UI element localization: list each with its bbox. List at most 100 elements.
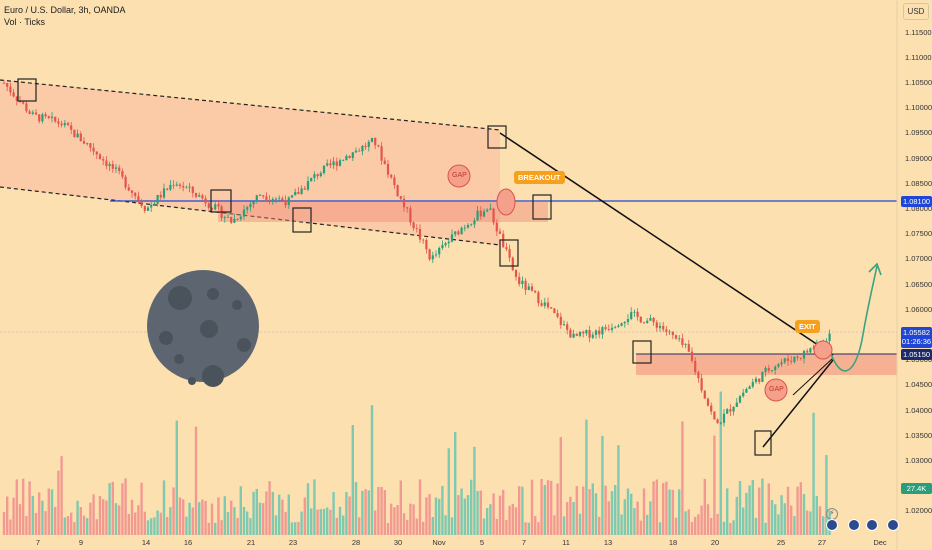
candle-body — [726, 409, 729, 414]
volume-bar — [575, 486, 578, 535]
candle-body — [479, 210, 482, 217]
candle-body — [326, 163, 329, 166]
event-icon[interactable] — [848, 519, 860, 531]
volume-bar — [770, 500, 774, 535]
us-flag-icon[interactable] — [887, 519, 899, 531]
volume-bar — [134, 512, 137, 535]
candle-body — [444, 243, 447, 246]
candle-body — [73, 129, 76, 138]
volume-bar — [265, 491, 268, 535]
candle-body — [166, 188, 169, 190]
candle-body — [508, 249, 511, 258]
volume-bar — [649, 501, 652, 535]
candle-body — [684, 344, 687, 345]
highlight-box — [292, 207, 312, 233]
volume-bar — [690, 521, 694, 535]
volume-bar — [233, 507, 236, 535]
candle-body — [60, 123, 63, 126]
volume-bar — [818, 506, 822, 535]
volume-bar — [636, 501, 639, 535]
volume-bar — [502, 489, 505, 535]
volume-bar — [518, 486, 521, 535]
volume-bar — [783, 503, 786, 535]
candle-body — [322, 165, 326, 174]
level-price-tag: 1.08100 — [901, 196, 932, 207]
candle-body — [415, 228, 418, 229]
volume-bar — [735, 496, 738, 535]
volume-bar — [105, 500, 108, 535]
volume-bar — [623, 499, 626, 535]
volume-bar — [665, 481, 668, 535]
price-tick-label: 1.07000 — [905, 254, 932, 264]
us-flag-icon[interactable] — [826, 519, 838, 531]
volume-bar — [550, 480, 553, 535]
volume-bar — [249, 518, 252, 535]
volume-bar — [338, 506, 342, 535]
volume-bar — [191, 507, 194, 535]
volume-bar — [809, 511, 812, 535]
currency-selector[interactable]: USD — [903, 3, 929, 20]
candle-body — [105, 160, 108, 167]
highlight-boxes — [17, 78, 772, 456]
candle-body — [511, 257, 514, 271]
volume-bar — [364, 489, 367, 535]
volume-bar — [505, 519, 508, 535]
candle-body — [86, 143, 89, 144]
candle-body — [306, 181, 310, 190]
candle-body — [678, 338, 681, 340]
candle-body — [671, 331, 674, 336]
volume-bar — [444, 515, 447, 535]
candle-body — [713, 411, 716, 420]
price-tick-label: 1.11500 — [905, 27, 932, 37]
candle-body — [582, 331, 585, 334]
volume-indicator-label: Vol · Ticks — [4, 17, 46, 27]
volume-bar — [223, 496, 226, 535]
candle-body — [246, 207, 249, 210]
exit-circle — [813, 340, 833, 360]
volume-bar — [630, 493, 633, 535]
candle-body — [361, 145, 364, 152]
volume-bar — [422, 521, 425, 535]
candle-body — [130, 190, 134, 193]
candle-body — [748, 386, 751, 389]
volume-bar — [230, 500, 233, 535]
volume-bar — [63, 517, 66, 535]
candle-body — [710, 405, 713, 412]
highlight-box — [632, 340, 652, 364]
candle-body — [559, 316, 562, 325]
candle-body — [783, 358, 786, 363]
candle-body — [47, 116, 50, 118]
volume-bar — [367, 490, 370, 535]
candle-body — [249, 204, 252, 208]
volume-bar — [786, 486, 790, 535]
candle-body — [242, 209, 246, 217]
volume-bar — [207, 522, 210, 535]
candle-body — [284, 200, 287, 206]
moon-illustration — [147, 270, 259, 387]
candle-body — [553, 308, 556, 314]
volume-bar — [342, 515, 345, 535]
candle-body — [294, 191, 297, 196]
volume-bar — [460, 488, 463, 535]
candle-body — [764, 367, 767, 372]
event-icon[interactable] — [866, 519, 878, 531]
price-tick-label: 1.09000 — [905, 153, 932, 163]
volume-bar — [534, 516, 537, 535]
candle-body — [137, 196, 140, 201]
candle-body — [70, 125, 73, 130]
volume-bar — [73, 522, 76, 535]
price-tick-label: 1.06500 — [905, 279, 932, 289]
candle-body — [252, 201, 255, 205]
candle-body — [498, 231, 502, 234]
volume-bar — [313, 479, 316, 535]
candle-body — [172, 184, 175, 186]
candle-body — [233, 218, 236, 223]
candle-body — [191, 186, 194, 193]
volume-bar — [764, 522, 767, 535]
volume-bar — [582, 486, 585, 535]
volume-bar — [345, 492, 348, 535]
candle-body — [540, 303, 543, 306]
volume-bar — [246, 511, 249, 535]
retest-zone — [218, 202, 548, 222]
